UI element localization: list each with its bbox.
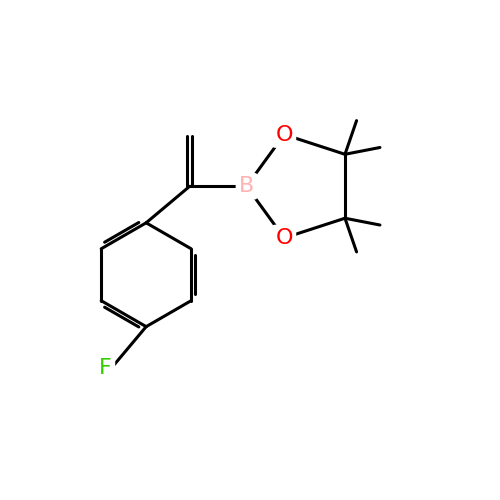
Text: B: B [239, 176, 254, 197]
Text: O: O [276, 124, 293, 144]
Text: F: F [99, 358, 112, 378]
Text: O: O [276, 228, 293, 248]
